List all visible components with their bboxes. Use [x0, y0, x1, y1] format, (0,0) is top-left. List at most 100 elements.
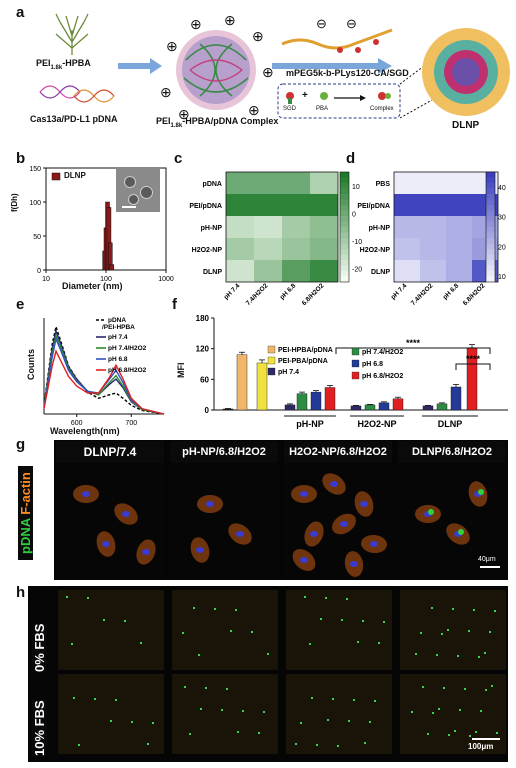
f-ytick-label: 120	[196, 345, 210, 354]
c-cbar-step	[340, 221, 349, 228]
h-dot	[124, 620, 126, 622]
c-cbar-step	[340, 249, 349, 255]
d-cbar-step	[486, 238, 495, 244]
c-cbar-step	[340, 243, 349, 250]
h-dot	[311, 697, 313, 699]
d-cbar-step	[486, 227, 495, 233]
h-micrograph	[172, 674, 278, 754]
panel-g-label: g	[16, 436, 26, 453]
h-micrograph	[286, 590, 392, 670]
h-dot	[182, 632, 184, 634]
h-dot	[332, 698, 334, 700]
h-dot	[374, 700, 376, 702]
dlnp-sphere-icon	[422, 28, 510, 116]
h-dot	[103, 619, 105, 621]
h-dot	[480, 710, 482, 712]
h-dot	[110, 720, 112, 722]
c-cbar-step	[340, 205, 349, 211]
b-ytick-label: 150	[29, 166, 41, 173]
dna-label: Cas13a/PD-L1 pDNA	[30, 114, 118, 124]
h-micrograph	[172, 590, 278, 670]
c-cbar-step	[340, 238, 349, 244]
h-dot	[448, 734, 450, 736]
c-cell	[226, 172, 254, 194]
d-cell	[394, 238, 420, 260]
c-cell	[310, 194, 338, 216]
e-series-line	[43, 324, 165, 415]
c-cell	[254, 194, 282, 216]
h-scale-bar	[472, 738, 500, 740]
d-cbar-label: 20	[498, 244, 506, 251]
c-frame	[225, 171, 339, 283]
dlnp-label: DLNP	[452, 120, 480, 131]
f-legend-swatch	[351, 359, 360, 368]
d-cbar-label: 10	[498, 274, 506, 281]
reaction-inset-box	[277, 83, 401, 119]
h-dot	[193, 607, 195, 609]
c-cell	[254, 216, 282, 238]
c-cbar-step	[340, 188, 349, 195]
g-header-3: H2O2-NP/6.8/H2O2	[284, 441, 392, 463]
reaction-arrow-head-icon	[360, 95, 366, 101]
h-micrograph	[400, 590, 506, 670]
h-dot	[267, 653, 269, 655]
f-legend-label: pH 7.4	[278, 369, 299, 376]
g-cell-nucleus	[196, 547, 204, 553]
h-dot	[242, 710, 244, 712]
panel-a-label: a	[16, 4, 25, 21]
g-cell-nucleus	[310, 531, 318, 537]
d-cell	[420, 194, 446, 216]
d-cbar-step	[486, 188, 495, 195]
b-ytick-label: 0	[37, 268, 41, 275]
h-dot	[320, 618, 322, 620]
d-cbar-step	[486, 249, 495, 255]
h-dot	[411, 711, 413, 713]
pba-icon	[320, 92, 328, 100]
d-cell	[394, 172, 420, 194]
f-ytick-label: 180	[196, 314, 210, 323]
c-cbar-label: 10	[352, 184, 360, 191]
c-cell	[310, 260, 338, 282]
c-cbar-step	[340, 172, 349, 178]
h-dot	[427, 733, 429, 735]
h-dot	[348, 720, 350, 722]
h-dot	[309, 643, 311, 645]
charge-plus-7: ⊕	[178, 106, 190, 122]
h-dot	[263, 711, 265, 713]
complex-small-label: Complex	[370, 106, 394, 112]
charge-plus-5: ⊕	[262, 64, 274, 80]
h-dot	[362, 620, 364, 622]
d-cell	[394, 260, 420, 282]
b-legend: DLNP	[64, 171, 86, 180]
d-row-label: PBS	[376, 181, 391, 188]
d-cell	[420, 216, 446, 238]
d-cell	[420, 260, 446, 282]
panel-f-label: f	[172, 296, 177, 313]
f-legend-label: pH 6.8	[362, 361, 383, 368]
f-sig-label: ****	[406, 338, 421, 348]
d-cbar-step	[486, 216, 495, 222]
h-dot	[431, 607, 433, 609]
h-dot	[258, 732, 260, 734]
b-legend-swatch	[51, 172, 61, 181]
h-dot	[200, 708, 202, 710]
h-dot	[214, 608, 216, 610]
c-cbar-step	[340, 177, 349, 184]
polymer-label: mPEG5k-b-PLys120-CA/SGD	[286, 68, 409, 78]
c-cbar-label: 0	[352, 211, 356, 218]
h-dot	[452, 608, 454, 610]
d-cell	[446, 194, 472, 216]
d-cell	[446, 172, 472, 194]
d-cbar-step	[486, 221, 495, 228]
b-xlabel: Diameter (nm)	[62, 281, 123, 291]
h-dot	[478, 656, 480, 658]
d-cbar-step	[486, 271, 495, 277]
charge-plus-6: ⊕	[160, 84, 172, 100]
sgd-label: SGD	[283, 106, 297, 112]
c-cell	[254, 172, 282, 194]
c-cell	[310, 238, 338, 260]
h-dot	[441, 633, 443, 635]
c-cell	[282, 194, 310, 216]
